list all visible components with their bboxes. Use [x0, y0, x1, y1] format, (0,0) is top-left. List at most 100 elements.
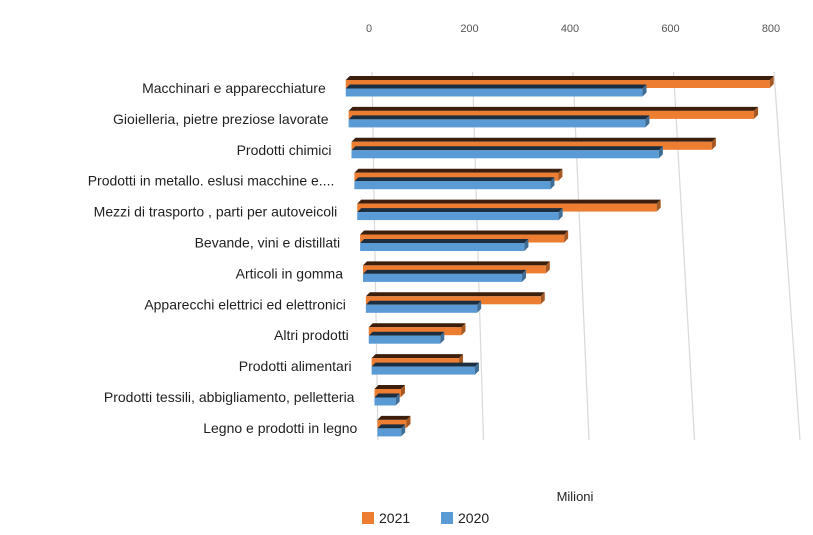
bar-top-face: [357, 199, 661, 204]
bar-top-face: [371, 362, 479, 367]
bar-front-face: [345, 80, 770, 88]
bar-front-face: [345, 88, 643, 97]
bar-2021: [351, 137, 716, 150]
bar-front-face: [354, 181, 551, 190]
bar-front-face: [371, 358, 460, 367]
bar-front-face: [357, 203, 657, 212]
bar-front-face: [348, 119, 646, 128]
bar-2021: [354, 168, 563, 181]
x-tick-label: 400: [561, 23, 579, 35]
bar-end-face: [550, 177, 555, 190]
bar-top-face: [345, 76, 774, 80]
bar-2020: [368, 331, 445, 344]
bar-2020: [345, 84, 647, 97]
bar-end-face: [545, 261, 550, 274]
bar-top-face: [362, 261, 550, 266]
bar-end-face: [558, 208, 563, 221]
category-label: Macchinari e apparecchiature: [142, 80, 326, 96]
bar-front-face: [351, 150, 659, 159]
category-label: Articoli in gomma: [236, 265, 344, 281]
bar-front-face: [351, 141, 712, 150]
bar-top-face: [360, 230, 569, 235]
bar-top-face: [368, 323, 466, 328]
bar-end-face: [400, 385, 405, 397]
bar-end-face: [524, 239, 529, 251]
legend-swatch: [362, 512, 374, 524]
legend-label: 2021: [379, 510, 410, 526]
gridline: [471, 71, 485, 441]
bar-front-face: [354, 172, 559, 181]
bar-top-face: [377, 415, 411, 420]
bar-front-face: [374, 389, 401, 397]
bar-2020: [374, 393, 400, 406]
bar-2021: [368, 323, 466, 336]
bar-front-face: [348, 110, 755, 119]
bar-top-face: [371, 354, 464, 359]
bar-front-face: [368, 335, 441, 344]
bar-end-face: [474, 362, 479, 375]
gridline: [371, 71, 379, 441]
bar-top-face: [354, 177, 555, 182]
category-labels: Macchinari e apparecchiature Gioielleria,…: [88, 80, 358, 436]
legend: 2021 2020: [362, 510, 489, 526]
bar-end-face: [477, 300, 482, 313]
x-unit-label: Milioni: [557, 489, 594, 504]
bar-top-face: [374, 385, 405, 389]
bars: [345, 76, 774, 437]
legend-item-2020: 2020: [441, 510, 489, 526]
category-label: Apparecchi elettrici ed elettronici: [144, 296, 346, 312]
bar-end-face: [645, 115, 650, 128]
bar-2021: [377, 415, 411, 428]
category-label: Mezzi di trasporto , parti per autoveico…: [94, 204, 338, 220]
bar-2021: [362, 261, 550, 274]
legend-label: 2020: [458, 510, 489, 526]
bar-end-face: [754, 106, 759, 119]
legend-swatch: [441, 512, 453, 524]
bar-top-face: [348, 106, 759, 111]
x-tick-label: 800: [762, 23, 780, 35]
category-label: Prodotti tessili, abbigliamento, pellett…: [104, 389, 355, 405]
bar-2020: [360, 239, 529, 251]
category-label: Legno e prodotti in legno: [203, 420, 357, 436]
gridlines: [371, 71, 801, 441]
bar-top-face: [351, 137, 716, 142]
bar-front-face: [362, 265, 546, 274]
bar-front-face: [362, 273, 522, 282]
x-tick-label: 200: [460, 23, 478, 35]
category-label: Bevande, vini e distillati: [195, 235, 341, 251]
bar-end-face: [558, 168, 563, 181]
legend-item-2021: 2021: [362, 510, 410, 526]
bar-top-face: [374, 393, 400, 398]
bar-2020: [362, 269, 526, 282]
bar-top-face: [362, 269, 526, 274]
bar-top-face: [348, 115, 650, 120]
bar-front-face: [368, 327, 462, 336]
bar-2020: [348, 115, 650, 128]
bar-top-face: [368, 331, 445, 336]
bar-front-face: [365, 304, 478, 313]
bar-top-face: [365, 292, 545, 297]
bar-front-face: [365, 296, 541, 305]
bar-end-face: [564, 230, 569, 243]
bar-top-face: [360, 239, 529, 243]
bar-top-face: [354, 168, 563, 173]
bar-end-face: [521, 269, 526, 282]
bar-top-face: [345, 84, 647, 89]
bar-end-face: [769, 76, 774, 88]
bar-2020: [365, 300, 482, 313]
category-label: Prodotti in metallo. eslusi macchine e..…: [88, 173, 335, 189]
bar-end-face: [401, 424, 406, 437]
bar-2020: [351, 146, 663, 159]
bar-2021: [345, 76, 774, 88]
bar-2021: [360, 230, 569, 243]
bar-end-face: [711, 137, 716, 150]
bar-front-face: [374, 397, 396, 406]
bar-end-face: [658, 146, 663, 159]
bar-end-face: [540, 292, 545, 305]
bar-end-face: [642, 84, 647, 97]
bar-front-face: [357, 212, 559, 221]
bar-2021: [348, 106, 759, 119]
bar-top-face: [357, 208, 563, 213]
bar-top-face: [351, 146, 663, 151]
